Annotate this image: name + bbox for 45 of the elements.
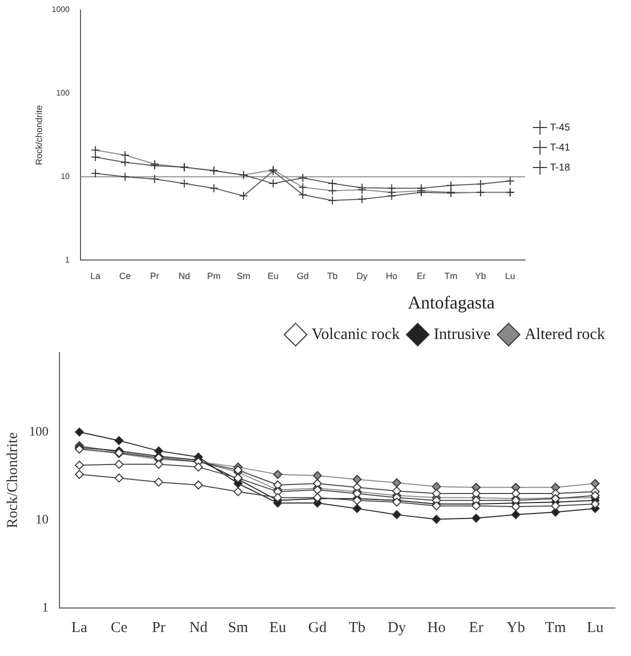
legend-label: Intrusive xyxy=(434,326,491,343)
x-tick-label: Er xyxy=(416,271,426,282)
x-tick-label: Tm xyxy=(444,271,458,282)
x-tick-label: Gd xyxy=(296,271,309,282)
y-tick-label: 100 xyxy=(56,88,70,98)
x-tick-label: Ho xyxy=(386,271,398,282)
x-tick-label: Sm xyxy=(228,620,248,636)
legend-label: T-41 xyxy=(550,142,570,154)
x-tick-label: Yb xyxy=(475,271,486,282)
x-tick-label: Tb xyxy=(348,620,366,636)
x-tick-label: Ce xyxy=(110,620,128,636)
y-tick-label: 10 xyxy=(36,511,48,526)
x-tick-label: Pr xyxy=(152,620,166,636)
legend-title: Antofagasta xyxy=(408,292,495,313)
x-tick-label: Nd xyxy=(178,271,190,282)
x-tick-label: Er xyxy=(469,620,484,636)
legend-label: Volcanic rock xyxy=(312,326,400,343)
y-tick-label: 1 xyxy=(42,599,48,614)
y-tick-label: 100 xyxy=(29,423,48,438)
x-tick-label: Pm xyxy=(207,271,221,282)
y-tick-label: 1000 xyxy=(52,5,70,14)
x-tick-label: La xyxy=(71,620,88,636)
x-tick-label: Dy xyxy=(388,620,406,636)
y-axis-title: Rock/chondrite xyxy=(34,105,44,166)
x-tick-label: Eu xyxy=(268,271,279,282)
x-tick-label: Ho xyxy=(427,620,446,636)
legend-label: T-45 xyxy=(550,122,570,134)
x-tick-label: Dy xyxy=(356,271,368,282)
x-tick-label: Eu xyxy=(269,620,287,636)
x-tick-label: Tm xyxy=(545,620,566,636)
legend-label: T-18 xyxy=(550,162,570,174)
x-tick-label: Gd xyxy=(308,620,328,636)
legend-label: Altered rock xyxy=(524,326,605,343)
x-tick-label: Pr xyxy=(150,271,160,282)
x-tick-label: Yb xyxy=(506,620,525,636)
x-tick-label: Ce xyxy=(119,271,131,282)
x-tick-label: La xyxy=(90,271,100,282)
x-tick-label: Sm xyxy=(236,271,250,282)
x-tick-label: Nd xyxy=(189,620,208,636)
y-tick-label: 1 xyxy=(65,255,70,264)
x-tick-label: Tb xyxy=(327,271,338,282)
x-tick-label: Lu xyxy=(505,271,516,282)
y-tick-label: 10 xyxy=(60,172,70,182)
y-axis-title: Rock/Chondrite xyxy=(4,432,21,528)
x-tick-label: Lu xyxy=(586,620,604,636)
